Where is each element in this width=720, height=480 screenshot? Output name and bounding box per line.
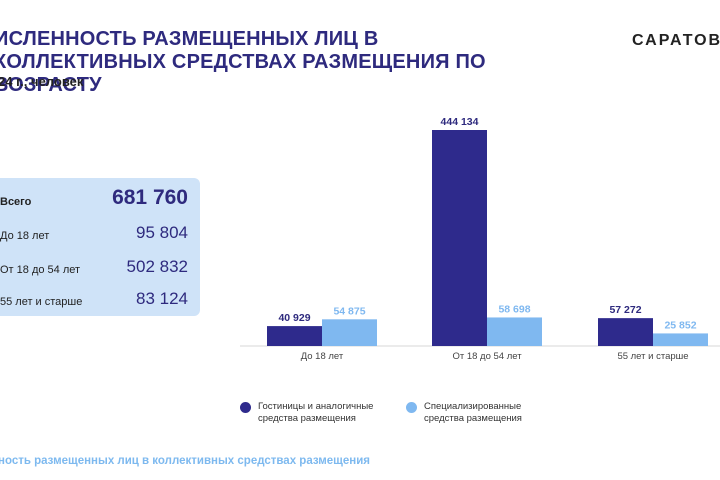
data-label: 57 272 [609, 304, 641, 316]
x-tick-label: 55 лет и старше [617, 351, 688, 362]
totals-panel: Всего 681 760 До 18 лет 95 804 От 18 до … [0, 178, 200, 316]
legend-marker-hotels [240, 402, 251, 413]
x-tick-label: До 18 лет [301, 351, 344, 362]
bar-hotels [598, 318, 653, 346]
legend-label-hotels: Гостиницы и аналогичные средства размеще… [258, 401, 374, 424]
totals-value: 502 832 [126, 257, 188, 276]
legend-marker-specialized [406, 402, 417, 413]
bar-specialized [653, 333, 708, 346]
page-subtitle: 24 г., человек [0, 74, 84, 89]
legend-label-specialized: Специализированные средства размещения [424, 401, 522, 424]
bar-hotels [267, 326, 322, 346]
totals-row-under18: До 18 лет 95 804 [0, 222, 200, 252]
totals-value: 681 760 [112, 186, 188, 209]
totals-value: 83 124 [136, 289, 188, 308]
data-label: 444 134 [441, 116, 479, 128]
footer-caption: ность размещенных лиц в коллективных сре… [0, 455, 371, 467]
totals-label: 55 лет и старше [0, 296, 83, 308]
data-label: 54 875 [333, 305, 365, 317]
data-label: 25 852 [664, 319, 696, 331]
x-tick-label: От 18 до 54 лет [452, 351, 522, 362]
bar-specialized [487, 317, 542, 346]
data-label: 40 929 [278, 312, 310, 324]
totals-label: До 18 лет [0, 230, 50, 242]
totals-row-18to54: От 18 до 54 лет 502 832 [0, 256, 200, 286]
totals-label: Всего [0, 196, 32, 208]
bar-specialized [322, 319, 377, 346]
data-label: 58 698 [498, 303, 530, 315]
page-title: ИСЛЕННОСТЬ РАЗМЕЩЕННЫХ ЛИЦ В КОЛЛЕКТИВНЫ… [0, 28, 486, 96]
totals-row-all: Всего 681 760 [0, 184, 200, 214]
totals-value: 95 804 [136, 223, 188, 242]
totals-label: От 18 до 54 лет [0, 264, 81, 276]
totals-row-55plus: 55 лет и старше 83 124 [0, 288, 200, 318]
bar-hotels [432, 130, 487, 346]
brand-logo-text: САРАТОВС [632, 32, 720, 49]
